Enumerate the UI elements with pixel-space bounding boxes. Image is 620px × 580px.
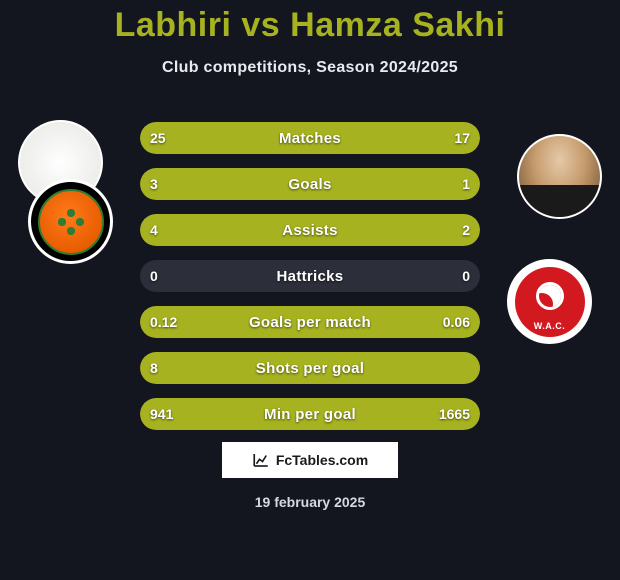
- stat-row: 00Hattricks: [140, 260, 480, 292]
- brand-text: FcTables.com: [276, 452, 368, 468]
- stat-label: Goals: [140, 168, 480, 200]
- stat-label: Min per goal: [140, 398, 480, 430]
- player2-club-badge: [507, 259, 592, 344]
- footer-date: 19 february 2025: [0, 494, 620, 510]
- stat-row: 8Shots per goal: [140, 352, 480, 384]
- player2-avatar: [517, 134, 602, 219]
- stat-row: 31Goals: [140, 168, 480, 200]
- stat-row: 9411665Min per goal: [140, 398, 480, 430]
- stat-label: Goals per match: [140, 306, 480, 338]
- stat-row: 2517Matches: [140, 122, 480, 154]
- chart-icon: [252, 451, 270, 469]
- subtitle: Club competitions, Season 2024/2025: [0, 59, 620, 77]
- stat-label: Assists: [140, 214, 480, 246]
- brand-box: FcTables.com: [222, 442, 398, 478]
- stat-label: Hattricks: [140, 260, 480, 292]
- comparison-chart: 2517Matches 31Goals 42Assists 00Hattricks 0.…: [140, 122, 480, 444]
- stat-row: 42Assists: [140, 214, 480, 246]
- stat-row: 0.120.06Goals per match: [140, 306, 480, 338]
- stat-label: Matches: [140, 122, 480, 154]
- stat-label: Shots per goal: [140, 352, 480, 384]
- comparison-title: Labhiri vs Hamza Sakhi: [0, 0, 620, 45]
- vs-text: vs: [241, 6, 280, 44]
- player1-club-badge: [28, 179, 113, 264]
- player2-name: Hamza Sakhi: [290, 6, 505, 44]
- player1-name: Labhiri: [115, 6, 232, 44]
